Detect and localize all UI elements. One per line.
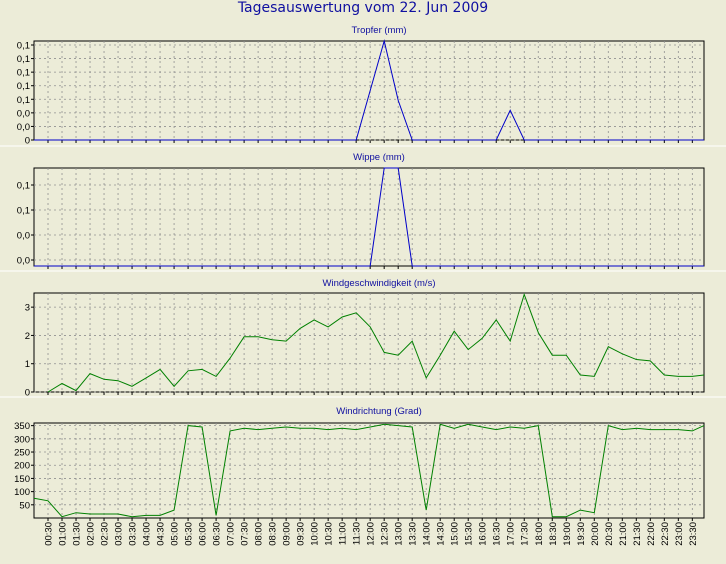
plot-frame (33, 167, 705, 267)
y-tick-label: 0,0 (17, 122, 30, 133)
y-tick-label: 0,1 (17, 41, 30, 52)
y-tick-label: 0,1 (17, 206, 30, 217)
x-tick-label: 01:30 (72, 522, 83, 546)
x-tick-label: 13:30 (408, 522, 419, 546)
y-tick-label: 0,0 (17, 256, 30, 267)
y-tick-label: 1 (25, 359, 30, 370)
x-tick-label: 17:00 (506, 522, 517, 546)
y-tick-label: 0,0 (17, 231, 30, 242)
x-tick-label: 19:00 (562, 522, 573, 546)
x-tick-label: 02:30 (100, 522, 111, 546)
x-tick-label: 04:00 (142, 522, 153, 546)
y-tick-label: 3 (25, 303, 30, 314)
y-tick-label: 200 (14, 461, 30, 472)
x-tick-label: 21:00 (618, 522, 629, 546)
x-tick-label: 16:30 (492, 522, 503, 546)
panel-title: Tropfer (mm) (351, 25, 406, 36)
y-tick-label: 350 (14, 421, 30, 432)
plot-frame (33, 40, 705, 141)
x-tick-label: 09:30 (296, 522, 307, 546)
y-tick-label: 0,1 (17, 68, 30, 79)
x-tick-label: 10:00 (310, 522, 321, 546)
series-line (47, 292, 705, 393)
x-tick-label: 12:30 (380, 522, 391, 546)
x-tick-label: 03:30 (128, 522, 139, 546)
series-line (34, 39, 704, 141)
x-tick-label: 23:00 (674, 522, 685, 546)
plot-frame (33, 292, 705, 393)
x-tick-label: 11:30 (352, 522, 363, 545)
x-tick-label: 07:00 (226, 522, 237, 546)
x-tick-label: 13:00 (394, 522, 405, 546)
x-tick-label: 05:30 (184, 522, 195, 546)
x-tick-label: 17:30 (520, 522, 531, 546)
x-tick-label: 11:00 (338, 522, 349, 545)
x-tick-label: 05:00 (170, 522, 181, 546)
x-tick-label: 01:00 (58, 522, 69, 546)
y-tick-label: 0,0 (17, 108, 30, 119)
x-tick-label: 10:30 (324, 522, 335, 546)
series-line (33, 423, 705, 518)
x-tick-label: 09:00 (282, 522, 293, 546)
x-tick-label: 00:30 (44, 522, 55, 546)
panel-title: Windgeschwindigkeit (m/s) (323, 278, 436, 289)
x-tick-label: 04:30 (156, 522, 167, 546)
x-tick-label: 12:00 (366, 522, 377, 546)
x-tick-label: 21:30 (632, 522, 643, 546)
y-tick-label: 50 (19, 500, 30, 511)
y-tick-label: 0 (25, 136, 30, 147)
panel-title: Wippe (mm) (353, 152, 405, 163)
x-tick-label: 14:00 (422, 522, 433, 546)
x-tick-label: 18:00 (534, 522, 545, 546)
x-tick-label: 06:00 (198, 522, 209, 546)
panel-title: Windrichtung (Grad) (336, 406, 422, 417)
y-tick-label: 300 (14, 434, 30, 445)
page-title: Tagesauswertung vom 22. Jun 2009 (237, 0, 489, 16)
y-tick-label: 0 (25, 388, 30, 399)
x-tick-label: 18:30 (548, 522, 559, 546)
x-tick-label: 19:30 (576, 522, 587, 546)
y-tick-label: 100 (14, 487, 30, 498)
x-tick-label: 08:00 (254, 522, 265, 546)
y-tick-label: 0,1 (17, 95, 30, 106)
plot-frame (33, 422, 705, 519)
x-tick-label: 07:30 (240, 522, 251, 546)
x-tick-label: 14:30 (436, 522, 447, 546)
x-tick-label: 20:00 (590, 522, 601, 546)
x-tick-label: 15:30 (464, 522, 475, 546)
x-tick-label: 15:00 (450, 522, 461, 546)
x-tick-label: 03:00 (114, 522, 125, 546)
x-tick-label: 02:00 (86, 522, 97, 546)
y-tick-label: 0,1 (17, 54, 30, 65)
x-tick-label: 16:00 (478, 522, 489, 546)
y-tick-label: 150 (14, 474, 30, 485)
x-tick-label: 06:30 (212, 522, 223, 546)
x-tick-label: 08:30 (268, 522, 279, 546)
x-tick-label: 20:30 (604, 522, 615, 546)
x-tick-label: 22:30 (660, 522, 671, 546)
y-tick-label: 0,1 (17, 181, 30, 192)
series-line (34, 167, 704, 267)
y-tick-label: 2 (25, 331, 30, 342)
y-tick-label: 250 (14, 448, 30, 459)
x-tick-label: 22:00 (646, 522, 657, 546)
x-tick-label: 23:30 (688, 522, 699, 546)
y-tick-label: 0,1 (17, 81, 30, 92)
